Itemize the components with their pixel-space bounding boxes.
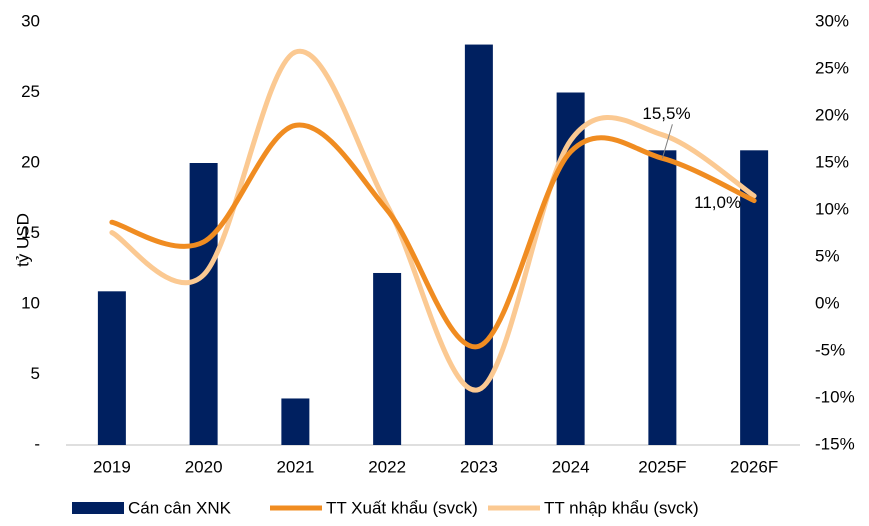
y-tick-label: 20 [21,152,40,171]
y2-tick-label: -15% [815,434,855,453]
y2-tick-label: 10% [815,199,849,218]
bar [97,291,126,445]
y2-tick-label: 5% [815,246,840,265]
y-tick-label: 10 [21,293,40,312]
y2-tick-label: 0% [815,293,840,312]
bar [464,44,493,446]
bar [373,272,402,445]
line [109,48,757,393]
x-tick-label: 2025F [638,457,686,476]
y-tick-label: 30 [21,11,40,30]
line [109,122,757,350]
x-tick-label: 2021 [276,457,314,476]
x-tick-label: 2019 [93,457,131,476]
y2-tick-label: -10% [815,387,855,406]
bar [281,398,310,445]
x-tick-label: 2023 [460,457,498,476]
legend-swatch [72,502,124,514]
y-axis-label: tỷ USD [13,213,32,267]
x-tick-label: 2026F [730,457,778,476]
x-tick-label: 2022 [368,457,406,476]
bar [648,150,677,445]
bar [189,163,218,445]
y2-tick-label: 20% [815,105,849,124]
y-tick-label: 25 [21,82,40,101]
y-tick-label: - [34,434,40,453]
y-tick-label: 15 [21,223,40,242]
legend-label: TT nhập khẩu (svck) [544,498,699,517]
legend-label: Cán cân XNK [128,498,232,517]
leader-line [661,124,673,159]
x-tick-label: 2020 [185,457,223,476]
y-tick-label: 5 [31,364,40,383]
data-label: 11,0% [694,193,741,212]
x-tick-label: 2024 [552,457,590,476]
y2-tick-label: 30% [815,11,849,30]
y2-tick-label: 15% [815,152,849,171]
legend-label: TT Xuất khẩu (svck) [326,498,478,517]
y2-tick-label: 25% [815,58,849,77]
y2-tick-label: -5% [815,340,845,359]
data-label: 15,5% [642,104,690,123]
